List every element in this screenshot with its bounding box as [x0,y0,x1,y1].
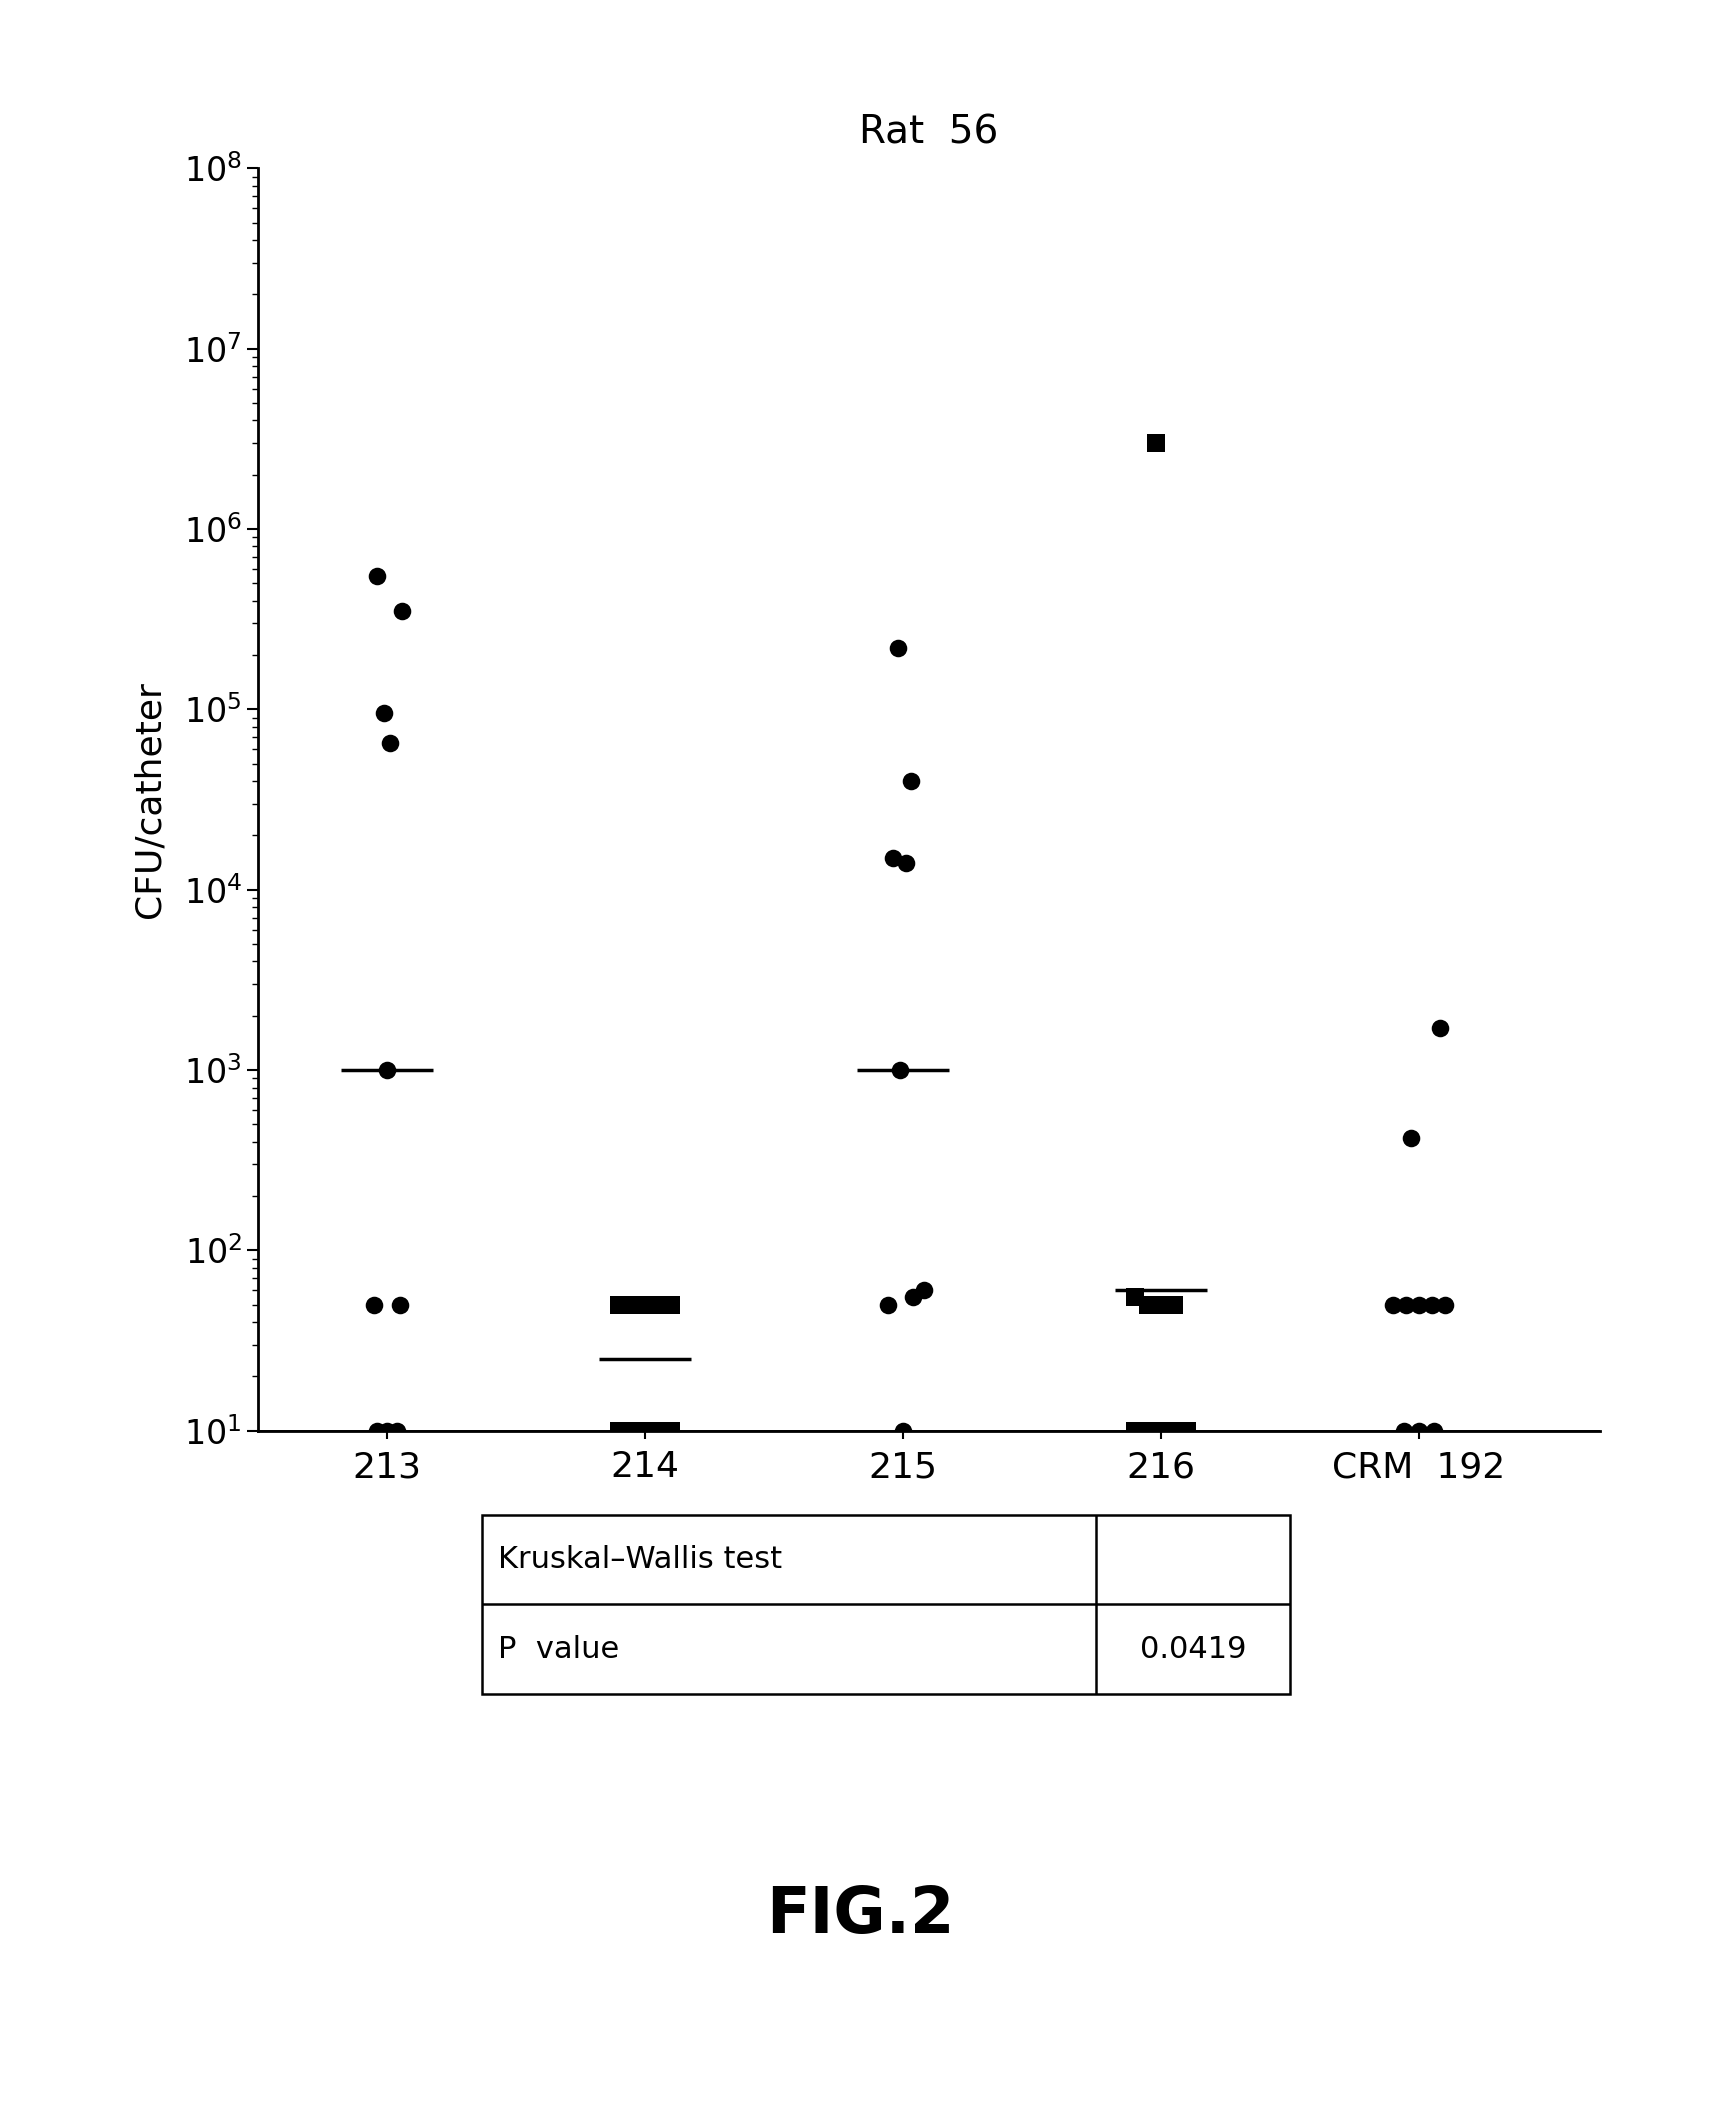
Point [605,1288,633,1321]
Text: 0.0419: 0.0419 [1140,1635,1247,1664]
Point [385,1288,415,1321]
Point [910,1273,937,1307]
Point [1121,1281,1149,1315]
Point [1147,1288,1175,1321]
Point [1159,1288,1187,1321]
Point [1421,1414,1448,1448]
Point [1142,427,1170,461]
Text: FIG.2: FIG.2 [765,1883,955,1946]
Point [1135,1288,1163,1321]
Point [889,1414,917,1448]
Point [1159,1414,1187,1448]
Point [363,560,390,593]
Text: P  value: P value [497,1635,619,1664]
Point [1417,1288,1445,1321]
Point [1147,1414,1175,1448]
Point [874,1288,901,1321]
Point [1405,1288,1433,1321]
Point [1405,1414,1433,1448]
Point [643,1288,671,1321]
Point [363,1414,390,1448]
Point [643,1414,671,1448]
Point [1426,1012,1453,1046]
Point [375,726,402,760]
Point [370,696,397,730]
Point [631,1414,659,1448]
Point [1173,1414,1201,1448]
Point [631,1288,659,1321]
Point [384,1414,411,1448]
Point [888,1054,915,1088]
Point [389,595,416,629]
Point [657,1288,685,1321]
Point [891,846,918,879]
Point [900,1281,927,1315]
Point [373,1414,401,1448]
Title: Rat  56: Rat 56 [858,114,999,151]
Point [1431,1288,1459,1321]
Point [657,1414,685,1448]
Point [884,631,912,665]
Point [1379,1288,1407,1321]
Point [898,764,925,797]
Point [361,1288,389,1321]
Point [605,1414,633,1448]
Point [1135,1414,1163,1448]
Point [879,842,906,875]
Text: Kruskal–Wallis test: Kruskal–Wallis test [497,1544,783,1574]
Point [373,1054,401,1088]
Point [1397,1121,1424,1155]
Point [1393,1288,1421,1321]
Point [1390,1414,1417,1448]
Y-axis label: CFU/catheter: CFU/catheter [132,682,167,917]
Point [1121,1414,1149,1448]
Point [617,1288,645,1321]
Point [617,1414,645,1448]
